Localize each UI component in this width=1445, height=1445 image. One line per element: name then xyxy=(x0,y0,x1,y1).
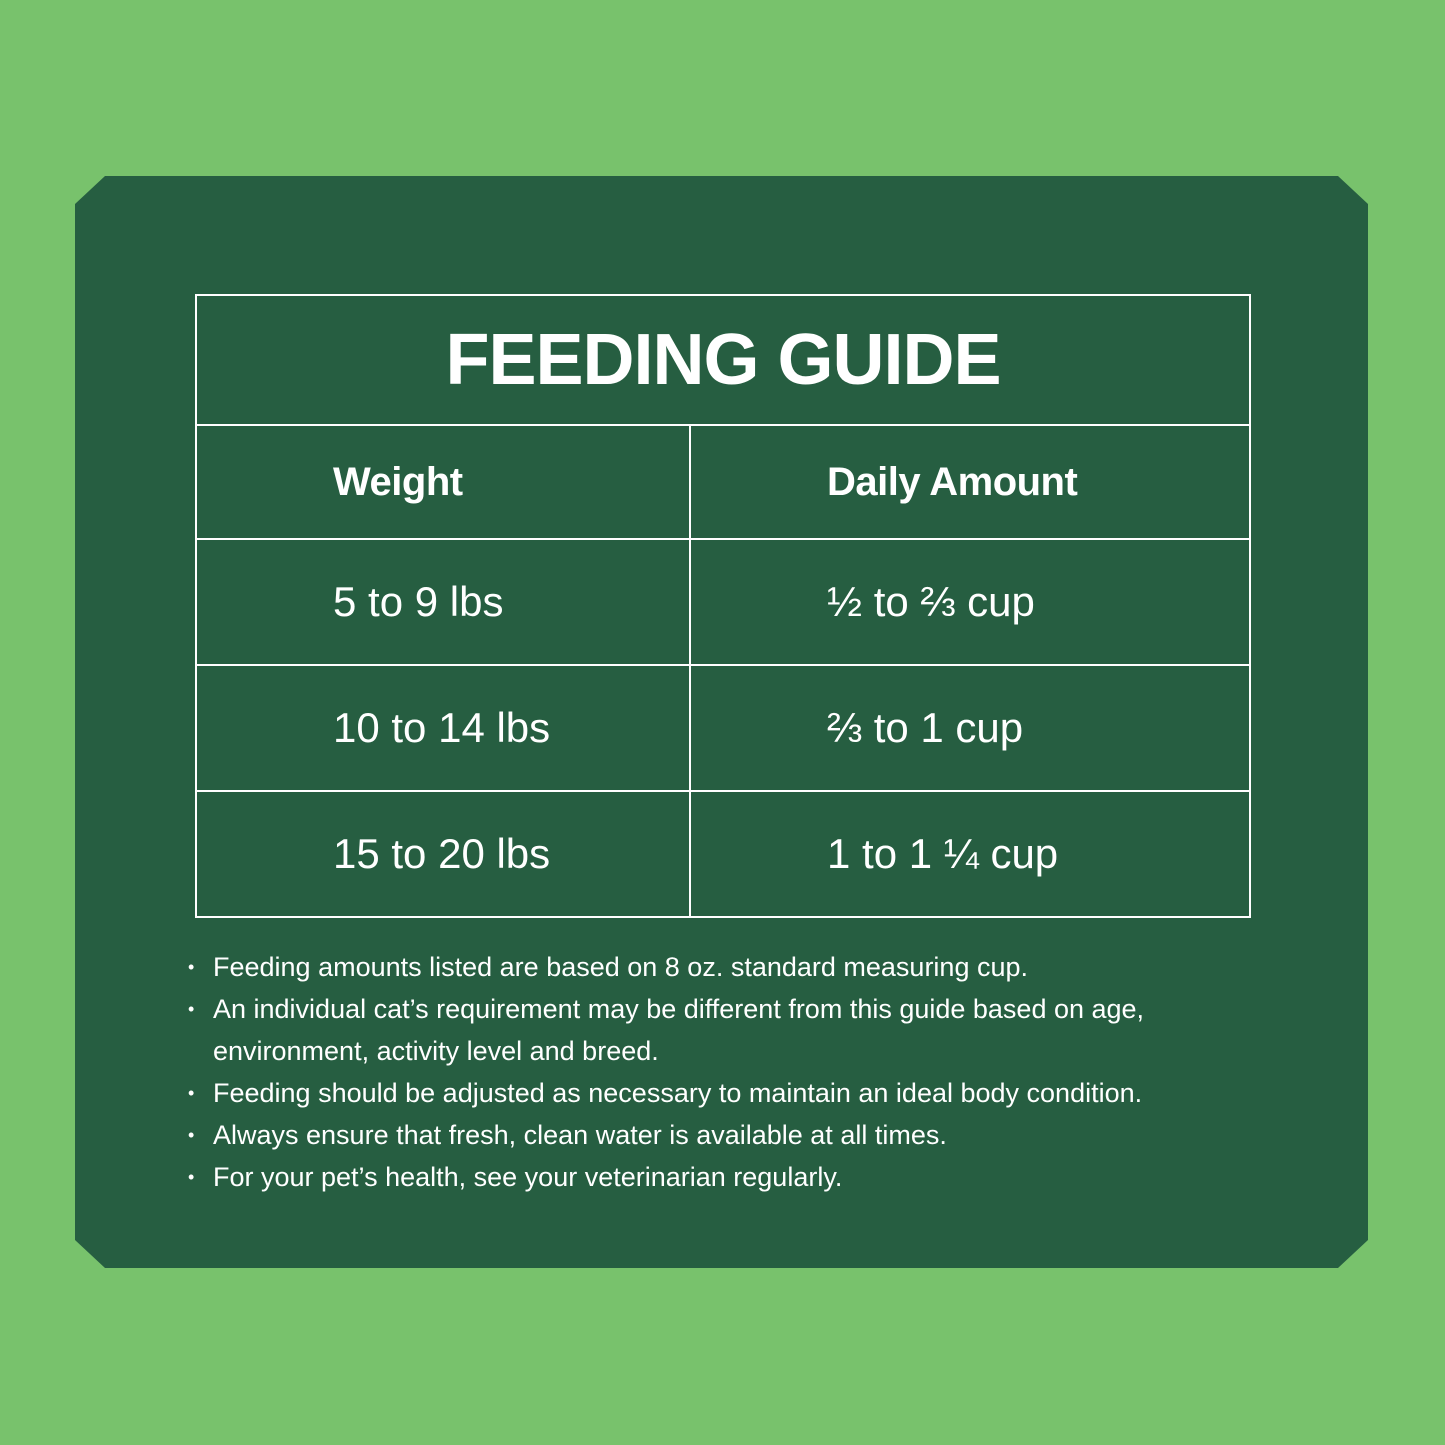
amount-cell: ⅔ to 1 cup xyxy=(690,665,1250,791)
note-item: An individual cat’s requirement may be d… xyxy=(188,988,1248,1072)
table-row: 10 to 14 lbs ⅔ to 1 cup xyxy=(196,665,1250,791)
notes-list: Feeding amounts listed are based on 8 oz… xyxy=(188,946,1248,1198)
table-row: 15 to 20 lbs 1 to 1 ¼ cup xyxy=(196,791,1250,917)
note-item: Feeding amounts listed are based on 8 oz… xyxy=(188,946,1248,988)
feeding-table: FEEDING GUIDE Weight Daily Amount 5 to 9… xyxy=(195,294,1251,918)
note-item: Always ensure that fresh, clean water is… xyxy=(188,1114,1248,1156)
header-row: Weight Daily Amount xyxy=(196,425,1250,539)
weight-cell: 5 to 9 lbs xyxy=(196,539,690,665)
table-row: 5 to 9 lbs ½ to ⅔ cup xyxy=(196,539,1250,665)
amount-cell: 1 to 1 ¼ cup xyxy=(690,791,1250,917)
header-weight: Weight xyxy=(196,425,690,539)
weight-cell: 15 to 20 lbs xyxy=(196,791,690,917)
header-daily-amount: Daily Amount xyxy=(690,425,1250,539)
feeding-guide-card: FEEDING GUIDE Weight Daily Amount 5 to 9… xyxy=(75,176,1368,1268)
amount-cell: ½ to ⅔ cup xyxy=(690,539,1250,665)
table-title: FEEDING GUIDE xyxy=(196,295,1250,425)
note-item: For your pet’s health, see your veterina… xyxy=(188,1156,1248,1198)
note-item: Feeding should be adjusted as necessary … xyxy=(188,1072,1248,1114)
weight-cell: 10 to 14 lbs xyxy=(196,665,690,791)
